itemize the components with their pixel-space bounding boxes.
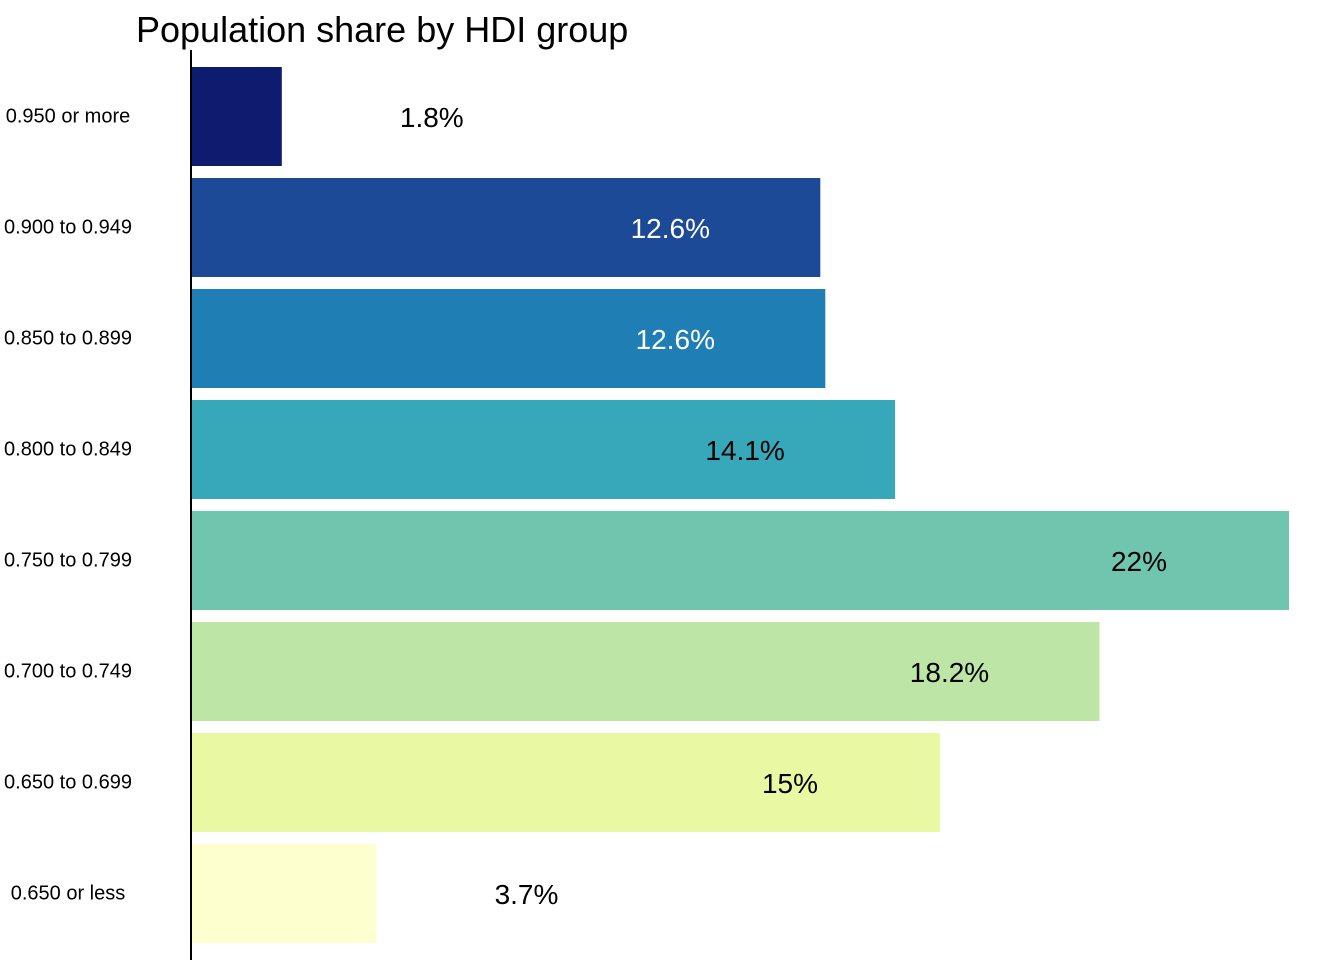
category-label: 0.700 to 0.749 bbox=[4, 661, 132, 683]
category-label: 0.850 to 0.899 bbox=[4, 328, 132, 350]
bar-6 bbox=[192, 622, 1100, 721]
category-label: 0.750 to 0.799 bbox=[4, 550, 132, 572]
value-label: 22% bbox=[1111, 546, 1167, 577]
bar-2 bbox=[192, 178, 821, 277]
chart-title: Population share by HDI group bbox=[136, 9, 628, 50]
value-label: 12.6% bbox=[636, 324, 715, 355]
category-label: 0.650 to 0.699 bbox=[4, 772, 132, 794]
bar-1 bbox=[192, 67, 282, 166]
category-label: 0.650 or less bbox=[11, 883, 126, 905]
bar-8 bbox=[192, 844, 377, 943]
value-label: 3.7% bbox=[495, 879, 559, 910]
value-label: 1.8% bbox=[400, 102, 464, 133]
bar-4 bbox=[192, 400, 896, 499]
bars-layer bbox=[192, 67, 1289, 943]
value-label: 15% bbox=[762, 768, 818, 799]
bar-7 bbox=[192, 733, 940, 832]
category-label: 0.950 or more bbox=[6, 106, 131, 128]
value-label: 18.2% bbox=[910, 657, 989, 688]
category-label: 0.900 to 0.949 bbox=[4, 217, 132, 239]
value-label: 12.6% bbox=[631, 213, 710, 244]
category-label: 0.800 to 0.849 bbox=[4, 439, 132, 461]
bar-5 bbox=[192, 511, 1289, 610]
category-labels: 0.950 or more 0.900 to 0.949 0.850 to 0.89… bbox=[4, 106, 132, 905]
value-labels: 1.8% 12.6% 12.6% 14.1% 22% 18.2% 15% 3.7% bbox=[400, 102, 1167, 910]
bar-3 bbox=[192, 289, 826, 388]
value-label: 14.1% bbox=[705, 435, 784, 466]
